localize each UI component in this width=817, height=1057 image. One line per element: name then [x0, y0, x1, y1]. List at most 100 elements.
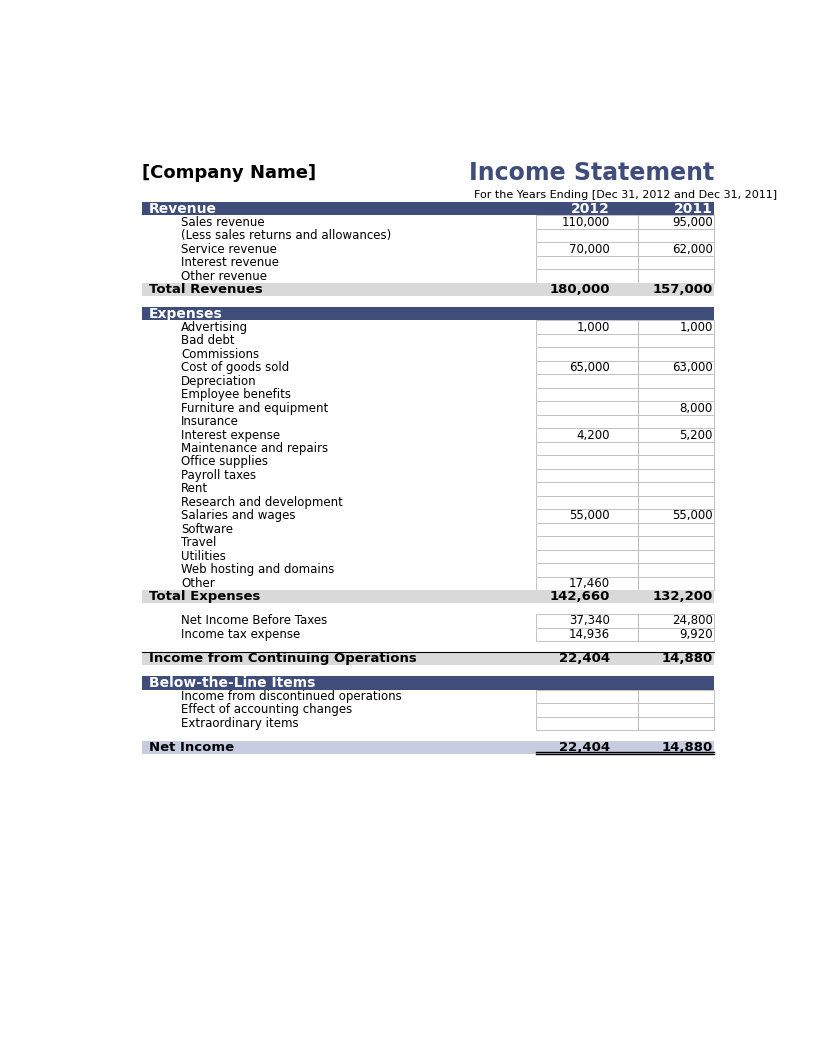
Bar	[142, 283, 714, 296]
Text: 1,000: 1,000	[680, 320, 712, 334]
Text: Web hosting and domains: Web hosting and domains	[181, 563, 334, 576]
Bar	[142, 360, 714, 374]
Bar	[536, 509, 638, 522]
Text: Income Statement: Income Statement	[469, 161, 714, 185]
Bar	[638, 550, 714, 563]
Text: 22,404: 22,404	[559, 741, 609, 754]
Text: Research and development: Research and development	[181, 496, 343, 508]
Text: 2011: 2011	[674, 202, 712, 216]
Bar	[536, 563, 638, 576]
Text: Furniture and equipment: Furniture and equipment	[181, 402, 328, 414]
Bar	[142, 307, 714, 320]
Bar	[142, 703, 714, 717]
Bar	[142, 676, 714, 690]
Text: Office supplies: Office supplies	[181, 456, 268, 468]
Bar	[142, 456, 714, 468]
Bar	[638, 468, 714, 482]
Text: Other: Other	[181, 577, 215, 590]
Bar	[536, 703, 638, 717]
Text: Rent: Rent	[181, 482, 208, 496]
Text: Bad debt: Bad debt	[181, 334, 234, 347]
Bar	[638, 360, 714, 374]
Bar	[536, 348, 638, 360]
Bar	[142, 216, 714, 229]
Bar	[536, 614, 638, 628]
Text: Sales revenue: Sales revenue	[181, 216, 265, 228]
Bar	[142, 628, 714, 642]
Bar	[536, 456, 638, 468]
Bar	[142, 550, 714, 563]
Text: 22,404: 22,404	[559, 652, 609, 665]
Text: Maintenance and repairs: Maintenance and repairs	[181, 442, 328, 455]
Bar	[142, 388, 714, 402]
Text: Service revenue: Service revenue	[181, 242, 277, 256]
Text: 4,200: 4,200	[576, 428, 609, 442]
Text: 65,000: 65,000	[569, 361, 609, 374]
Bar	[638, 628, 714, 642]
Text: Utilities: Utilities	[181, 550, 226, 562]
Text: Software: Software	[181, 523, 233, 536]
Bar	[142, 614, 714, 628]
Text: 24,800: 24,800	[672, 614, 712, 628]
Bar	[536, 576, 638, 590]
Bar	[142, 468, 714, 482]
Bar	[536, 550, 638, 563]
Text: 14,880: 14,880	[662, 741, 712, 754]
Bar	[536, 468, 638, 482]
Bar	[142, 536, 714, 550]
Bar	[638, 242, 714, 256]
Bar	[638, 482, 714, 496]
Text: 95,000: 95,000	[672, 216, 712, 228]
Bar	[142, 320, 714, 334]
Bar	[142, 690, 714, 703]
Text: Revenue: Revenue	[149, 202, 217, 216]
Text: Commissions: Commissions	[181, 348, 259, 360]
Text: Income tax expense: Income tax expense	[181, 628, 301, 641]
Text: Salaries and wages: Salaries and wages	[181, 509, 296, 522]
Text: 9,920: 9,920	[679, 628, 712, 641]
Text: Travel: Travel	[181, 536, 217, 550]
Bar	[638, 576, 714, 590]
Text: Total Revenues: Total Revenues	[149, 283, 262, 296]
Text: [Company Name]: [Company Name]	[142, 164, 316, 182]
Bar	[142, 348, 714, 360]
Bar	[536, 320, 638, 334]
Bar	[536, 414, 638, 428]
Bar	[142, 374, 714, 388]
Bar	[638, 496, 714, 509]
Bar	[536, 270, 638, 283]
Bar	[638, 717, 714, 730]
Text: 55,000: 55,000	[672, 509, 712, 522]
Text: Below-the-Line Items: Below-the-Line Items	[149, 676, 315, 690]
Text: Income from Continuing Operations: Income from Continuing Operations	[149, 652, 417, 665]
Bar	[142, 741, 714, 755]
Bar	[536, 717, 638, 730]
Bar	[638, 388, 714, 402]
Bar	[638, 348, 714, 360]
Bar	[638, 690, 714, 703]
Bar	[638, 414, 714, 428]
Bar	[638, 402, 714, 414]
Text: 62,000: 62,000	[672, 242, 712, 256]
Bar	[142, 717, 714, 730]
Bar	[142, 563, 714, 576]
Text: 17,460: 17,460	[569, 577, 609, 590]
Bar	[142, 522, 714, 536]
Bar	[142, 202, 714, 216]
Bar	[638, 216, 714, 229]
Text: Depreciation: Depreciation	[181, 374, 257, 388]
Bar	[638, 256, 714, 270]
Bar	[142, 576, 714, 590]
Text: Payroll taxes: Payroll taxes	[181, 469, 257, 482]
Text: Other revenue: Other revenue	[181, 270, 267, 282]
Bar	[142, 414, 714, 428]
Text: Interest expense: Interest expense	[181, 428, 280, 442]
Bar	[536, 360, 638, 374]
Text: (Less sales returns and allowances): (Less sales returns and allowances)	[181, 229, 391, 242]
Bar	[536, 229, 638, 242]
Bar	[638, 614, 714, 628]
Bar	[638, 320, 714, 334]
Bar	[638, 270, 714, 283]
Bar	[536, 442, 638, 456]
Bar	[638, 536, 714, 550]
